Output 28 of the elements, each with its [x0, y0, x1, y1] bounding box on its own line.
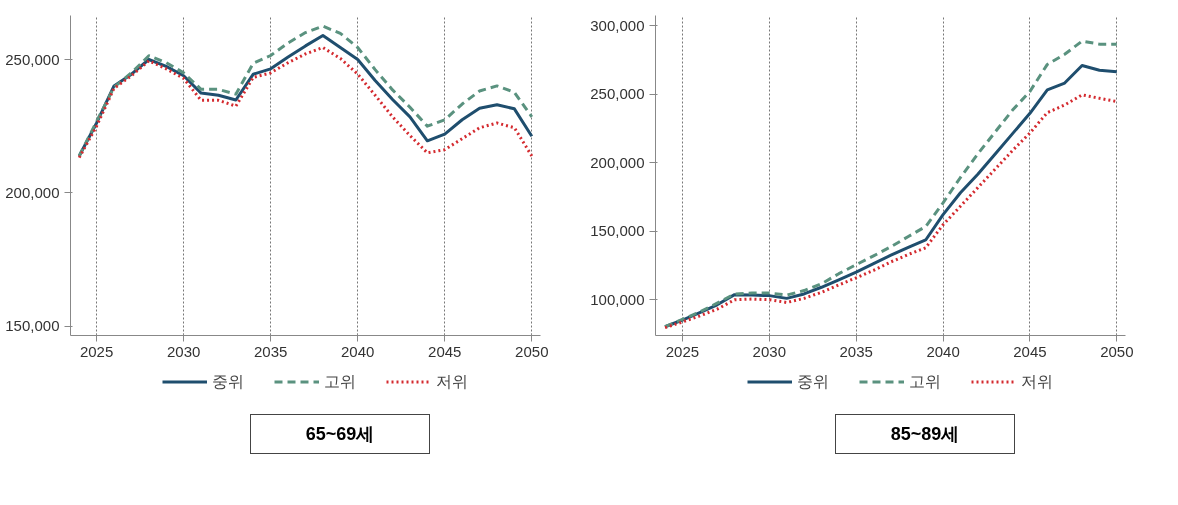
x-tick-label: 2045 [428, 342, 462, 360]
x-tick-label: 2030 [752, 342, 786, 360]
x-tick-label: 2025 [665, 342, 700, 360]
x-tick-label: 2050 [1100, 342, 1134, 360]
y-tick-label: 150,000 [5, 317, 60, 335]
legend-label: 저위 [1021, 371, 1053, 392]
legend-label: 중위 [797, 371, 829, 392]
y-tick-label: 250,000 [590, 85, 645, 103]
x-tick-label: 2025 [79, 342, 114, 360]
y-tick-label: 100,000 [590, 290, 645, 308]
legend-label: 고위 [324, 371, 356, 392]
x-tick-label: 2040 [926, 342, 960, 360]
x-tick-label: 2035 [254, 342, 288, 360]
y-tick-label: 300,000 [590, 16, 645, 34]
y-tick-label: 150,000 [590, 222, 645, 240]
x-tick-label: 2035 [839, 342, 873, 360]
text: 85~89세 [890, 423, 960, 446]
y-tick-label: 200,000 [590, 153, 645, 171]
y-tick-label: 200,000 [5, 183, 60, 201]
legend-label: 고위 [909, 371, 941, 392]
x-tick-label: 2045 [1013, 342, 1047, 360]
text: 65~69세 [305, 423, 375, 446]
x-tick-label: 2040 [341, 342, 375, 360]
x-tick-label: 2030 [166, 342, 201, 360]
y-tick-label: 250,000 [5, 50, 60, 68]
legend-label: 중위 [212, 371, 244, 392]
legend-label: 저위 [436, 371, 468, 392]
x-tick-label: 2050 [515, 342, 549, 360]
